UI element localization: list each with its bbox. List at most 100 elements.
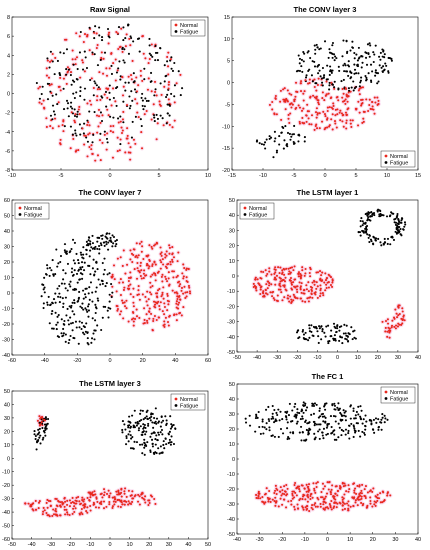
point-fatigue bbox=[363, 431, 366, 435]
point-normal bbox=[357, 100, 360, 103]
point-fatigue bbox=[273, 140, 276, 143]
point-fatigue bbox=[101, 261, 104, 265]
point-normal bbox=[329, 276, 333, 279]
point-fatigue bbox=[304, 76, 308, 79]
point-normal bbox=[316, 83, 319, 87]
point-fatigue bbox=[55, 328, 58, 331]
point-normal bbox=[57, 125, 60, 128]
point-normal bbox=[123, 492, 126, 495]
point-fatigue bbox=[92, 133, 95, 136]
point-fatigue bbox=[56, 321, 59, 324]
point-fatigue bbox=[65, 73, 68, 76]
point-normal bbox=[86, 102, 89, 105]
point-normal bbox=[131, 490, 134, 493]
point-fatigue bbox=[265, 422, 268, 425]
point-normal bbox=[356, 504, 359, 507]
point-normal bbox=[319, 502, 322, 506]
point-normal bbox=[138, 495, 141, 498]
point-fatigue bbox=[323, 331, 326, 334]
point-normal bbox=[275, 493, 278, 496]
point-normal bbox=[95, 99, 99, 102]
point-fatigue bbox=[273, 130, 276, 133]
point-fatigue bbox=[350, 326, 353, 329]
point-fatigue bbox=[80, 321, 84, 324]
point-normal bbox=[120, 27, 123, 30]
point-fatigue bbox=[365, 76, 368, 79]
point-normal bbox=[70, 111, 73, 114]
point-fatigue bbox=[313, 44, 316, 47]
point-fatigue bbox=[293, 124, 296, 128]
y-tick-label: 50 bbox=[229, 198, 235, 204]
point-fatigue bbox=[275, 151, 278, 154]
point-normal bbox=[171, 270, 174, 273]
point-normal bbox=[91, 53, 94, 56]
point-fatigue bbox=[314, 48, 317, 51]
point-fatigue bbox=[382, 65, 385, 68]
point-normal bbox=[309, 96, 312, 99]
point-normal bbox=[394, 324, 398, 327]
point-normal bbox=[69, 71, 73, 74]
point-fatigue bbox=[104, 285, 107, 288]
point-normal bbox=[265, 487, 268, 490]
point-normal bbox=[121, 281, 125, 284]
point-fatigue bbox=[268, 429, 271, 432]
point-fatigue bbox=[351, 338, 354, 341]
point-normal bbox=[299, 272, 302, 276]
point-fatigue bbox=[255, 139, 259, 142]
point-fatigue bbox=[372, 60, 375, 64]
point-normal bbox=[110, 52, 113, 55]
point-normal bbox=[80, 507, 83, 511]
point-fatigue bbox=[73, 114, 77, 118]
point-fatigue bbox=[254, 417, 258, 420]
point-normal bbox=[327, 286, 330, 289]
point-normal bbox=[274, 484, 277, 487]
point-normal bbox=[36, 419, 39, 422]
point-fatigue bbox=[320, 325, 323, 328]
point-fatigue bbox=[386, 237, 390, 240]
legend-marker bbox=[18, 213, 22, 216]
point-normal bbox=[169, 58, 172, 61]
point-fatigue bbox=[123, 423, 126, 426]
point-fatigue bbox=[151, 421, 154, 424]
point-normal bbox=[333, 120, 337, 123]
point-normal bbox=[358, 485, 361, 488]
point-normal bbox=[307, 281, 310, 284]
point-fatigue bbox=[358, 85, 361, 88]
point-fatigue bbox=[395, 227, 398, 230]
point-fatigue bbox=[399, 228, 402, 231]
y-tick-label: 30 bbox=[229, 228, 235, 234]
point-fatigue bbox=[148, 44, 151, 47]
point-fatigue bbox=[341, 418, 344, 422]
point-normal bbox=[116, 309, 119, 312]
point-fatigue bbox=[95, 84, 98, 87]
point-fatigue bbox=[159, 425, 162, 428]
point-normal bbox=[323, 497, 326, 500]
point-normal bbox=[322, 503, 325, 506]
point-normal bbox=[167, 51, 170, 54]
point-normal bbox=[266, 280, 269, 283]
x-tick-label: 0 bbox=[323, 173, 326, 179]
x-tick-label: -10 bbox=[313, 355, 321, 361]
point-normal bbox=[294, 481, 297, 485]
point-normal bbox=[292, 281, 295, 284]
point-normal bbox=[136, 261, 139, 265]
point-normal bbox=[127, 503, 130, 506]
point-fatigue bbox=[286, 131, 290, 134]
x-tick-label: -20 bbox=[293, 355, 301, 361]
point-normal bbox=[97, 115, 101, 118]
point-normal bbox=[147, 298, 150, 301]
point-normal bbox=[349, 122, 352, 125]
point-fatigue bbox=[100, 119, 104, 123]
point-fatigue bbox=[90, 246, 93, 249]
point-fatigue bbox=[366, 43, 369, 46]
point-fatigue bbox=[69, 334, 72, 338]
point-fatigue bbox=[308, 327, 311, 330]
point-normal bbox=[355, 108, 358, 111]
point-fatigue bbox=[173, 84, 176, 87]
point-normal bbox=[152, 317, 155, 320]
point-normal bbox=[360, 86, 363, 89]
chart-title: The CONV layer 3 bbox=[294, 5, 357, 14]
point-fatigue bbox=[43, 291, 46, 294]
legend-label: Fatigue bbox=[249, 213, 267, 219]
